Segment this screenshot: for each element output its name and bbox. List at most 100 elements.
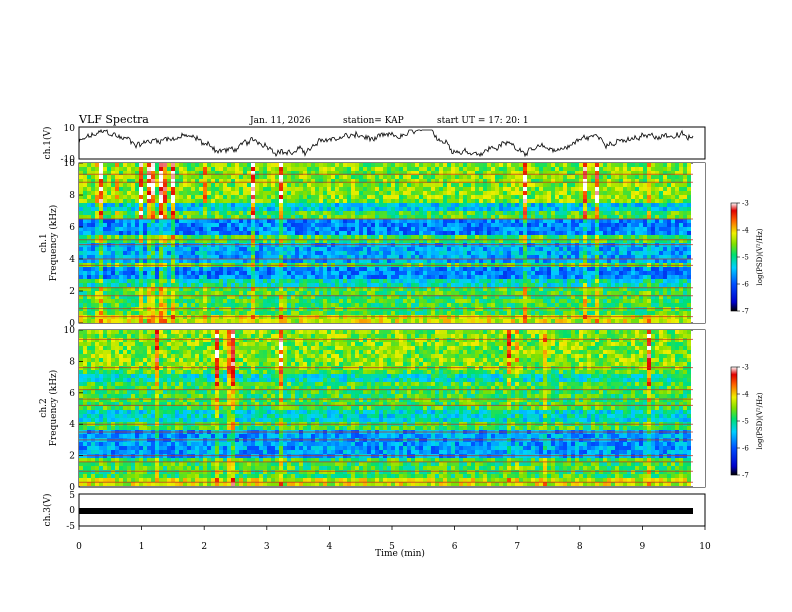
ch1-spec-cell <box>543 167 547 171</box>
ch1-spec-cell <box>143 247 147 251</box>
ch1-spec-cell <box>623 215 627 219</box>
ch1-spec-cell <box>683 167 687 171</box>
ch1-spec-cell <box>375 167 379 171</box>
ch1-spec-cell <box>559 187 563 191</box>
ch1-spec-cell <box>315 251 319 255</box>
ch1-spec-cell <box>607 179 611 183</box>
ch1-spec-cell <box>475 183 479 187</box>
ch1-spec-cell <box>511 283 515 287</box>
ch1-spec-cell <box>639 191 643 195</box>
ch1-spec-cell <box>263 291 267 295</box>
ch1-spec-cell <box>367 287 371 291</box>
ch1-spec-cell <box>223 215 227 219</box>
ch1-spec-cell <box>635 271 639 275</box>
ch1-spec-cell <box>91 171 95 175</box>
ch1-spec-cell <box>203 279 207 283</box>
ch1-spec-cell <box>379 291 383 295</box>
ch1-spec-cell <box>167 275 171 279</box>
ch1-spec-cell <box>99 259 103 263</box>
ch1-spec-cell <box>623 207 627 211</box>
ch1-spec-cell <box>575 287 579 291</box>
ch1-spec-cell <box>455 203 459 207</box>
ch1-spec-cell <box>659 235 663 239</box>
ch1-spec-cell <box>563 247 567 251</box>
ch1-spec-cell <box>315 163 319 167</box>
ch1-spec-cell <box>227 239 231 243</box>
ch1-spec-cell <box>459 283 463 287</box>
ch1-spec-cell <box>91 291 95 295</box>
ch1-spec-cell <box>243 187 247 191</box>
ch1-spec-cell <box>315 195 319 199</box>
ch1-spec-cell <box>183 279 187 283</box>
ch1-spec-cell <box>343 251 347 255</box>
ch1-spec-cell <box>275 215 279 219</box>
ch1-spec-cell <box>103 283 107 287</box>
ch1-spec-cell <box>343 279 347 283</box>
ch1-spec-cell <box>551 231 555 235</box>
ch1-spec-cell <box>479 247 483 251</box>
ch1-spec-cell <box>423 251 427 255</box>
ch1-spec-cell <box>215 167 219 171</box>
ch1-spec-cell <box>351 247 355 251</box>
ch1-spec-cell <box>527 275 531 279</box>
ch1-spec-cell <box>131 271 135 275</box>
ch1-spec-cell <box>159 239 163 243</box>
ch1-spec-cell <box>639 239 643 243</box>
ch1-spec-cell <box>611 223 615 227</box>
ch1-spec-cell <box>339 239 343 243</box>
ch1-spec-cell <box>327 239 331 243</box>
ch1-spec-cell <box>571 259 575 263</box>
ch1-spec-cell <box>123 171 127 175</box>
ch1-spec-cell <box>575 195 579 199</box>
ch1-spec-cell <box>603 183 607 187</box>
ch1-spec-cell <box>143 259 147 263</box>
ch1-spec-cell <box>131 235 135 239</box>
ch1-spec-cell <box>335 179 339 183</box>
ch1-spec-cell <box>579 251 583 255</box>
ch1-spec-cell <box>579 171 583 175</box>
ch1-spec-cell <box>203 287 207 291</box>
ch1-spec-cell <box>203 247 207 251</box>
ch1-spec-cell <box>243 211 247 215</box>
ch1-spec-cell <box>155 171 159 175</box>
ch1-spec-cell <box>239 203 243 207</box>
ch1-spec-cell <box>187 279 191 283</box>
ch1-spec-cell <box>527 283 531 287</box>
ch1-spec-cell <box>511 199 515 203</box>
ch1-spec-cell <box>127 211 131 215</box>
ch1-spec-cell <box>595 211 599 215</box>
ch1-spec-cell <box>623 195 627 199</box>
ch1-spec-cell <box>383 175 387 179</box>
ch1-spec-cell <box>623 199 627 203</box>
ch1-spec-cell <box>271 251 275 255</box>
ch1-spec-cell <box>487 275 491 279</box>
ch1-spec-cell <box>599 239 603 243</box>
ch1-spec-cell <box>543 219 547 223</box>
ch1-spec-cell <box>455 219 459 223</box>
ch1-spec-cell <box>403 283 407 287</box>
ch1-spec-cell <box>595 163 599 167</box>
ch1-spec-cell <box>163 239 167 243</box>
ch1-spec-cell <box>327 215 331 219</box>
ch1-spec-cell <box>251 183 255 187</box>
ch1-spec-cell <box>315 239 319 243</box>
ch1-spec-cell <box>491 259 495 263</box>
ch1-spec-cell <box>627 191 631 195</box>
ch1-spec-cell <box>331 227 335 231</box>
ch1-spec-cell <box>667 175 671 179</box>
ch1-spec-cell <box>171 211 175 215</box>
ch1-spec-cell <box>127 219 131 223</box>
ch1-spec-cell <box>167 267 171 271</box>
ch1-spec-cell <box>411 259 415 263</box>
ch1-spec-cell <box>227 211 231 215</box>
ch1-spec-cell <box>259 175 263 179</box>
ch1-spec-cell <box>291 191 295 195</box>
ch1-spec-cell <box>643 195 647 199</box>
ch1-spec-cell <box>639 251 643 255</box>
ch1-spec-cell <box>551 267 555 271</box>
ch1-spec-cell <box>391 163 395 167</box>
ch1-spec-cell <box>331 187 335 191</box>
ch1-spec-cell <box>559 215 563 219</box>
ch1-spec-cell <box>247 239 251 243</box>
ch1-spec-cell <box>471 179 475 183</box>
